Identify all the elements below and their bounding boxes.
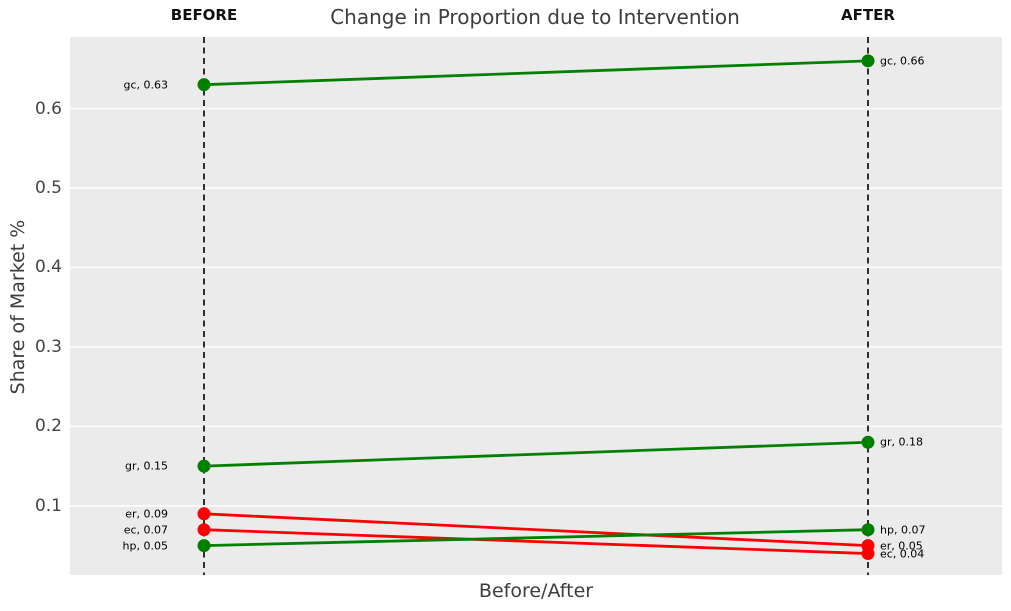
y-axis-title: Share of Market % <box>7 219 29 395</box>
annotation-right-gr: gr, 0.18 <box>880 435 923 449</box>
marker-gc-after <box>861 54 875 68</box>
slope-line-ec <box>203 528 869 555</box>
annotation-right-er: er, 0.05 <box>880 539 923 553</box>
y-tick-label-0.3: 0.3 <box>34 336 62 357</box>
annotation-right-ec: ec, 0.04 <box>880 547 925 561</box>
column-header-after: AFTER <box>841 6 895 24</box>
slope-line-gc <box>203 59 869 87</box>
marker-hp-before <box>197 539 211 553</box>
x-axis-title: Before/After <box>478 580 594 602</box>
annotation-left-hp: hp, 0.05 <box>122 539 168 553</box>
y-tick-label-0.6: 0.6 <box>34 98 62 119</box>
marker-er-before <box>197 507 211 521</box>
plot-area <box>70 37 1002 575</box>
y-tick-label-0.4: 0.4 <box>34 257 62 278</box>
slope-line-gr <box>203 440 869 468</box>
marker-hp-after <box>861 523 875 537</box>
annotation-right-gc: gc, 0.66 <box>880 54 925 68</box>
column-header-before: BEFORE <box>170 6 238 24</box>
y-tick-label-0.2: 0.2 <box>34 416 62 437</box>
marker-gr-before <box>197 459 211 473</box>
marker-ec-after <box>861 547 875 561</box>
slope-line-er <box>203 512 869 547</box>
slope-line-hp <box>203 528 869 547</box>
plot-canvas <box>70 37 1002 575</box>
annotation-left-ec: ec, 0.07 <box>123 523 168 537</box>
y-tick-label-0.5: 0.5 <box>34 177 62 198</box>
annotation-left-gc: gc, 0.63 <box>123 78 168 92</box>
annotation-left-er: er, 0.09 <box>125 507 168 521</box>
chart-title: Change in Proportion due to Intervention <box>330 5 740 29</box>
annotation-right-hp: hp, 0.07 <box>880 523 926 537</box>
y-tick-label-0.1: 0.1 <box>34 495 62 516</box>
annotation-left-gr: gr, 0.15 <box>125 459 168 473</box>
marker-ec-before <box>197 523 211 537</box>
marker-gc-before <box>197 78 211 92</box>
marker-gr-after <box>861 435 875 449</box>
